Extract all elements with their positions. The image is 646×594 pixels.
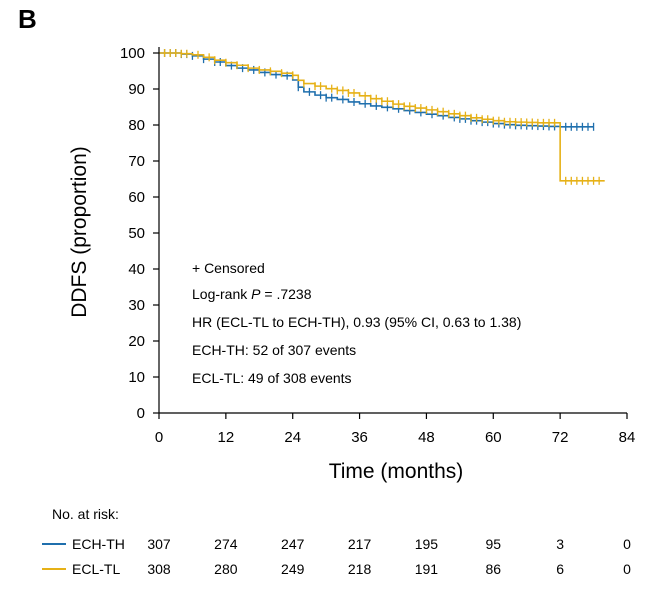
y-tick-label: 100 [120,45,145,62]
x-tick-label: 0 [155,429,163,446]
x-axis-title: Time (months) [329,460,464,483]
risk-row-label: ECL-TL [72,561,120,577]
y-tick-label: 50 [128,225,145,242]
series-ech-th [159,49,595,131]
hr-note: HR (ECL-TL to ECH-TH), 0.93 (95% CI, 0.6… [192,314,521,330]
risk-count: 191 [415,561,439,577]
y-tick-label: 20 [128,333,145,350]
x-tick-label: 84 [619,429,636,446]
risk-count: 195 [415,536,439,552]
risk-count: 308 [147,561,171,577]
y-tick-label: 60 [128,189,145,206]
panel-label: B [18,4,37,34]
y-tick-label: 70 [128,153,145,170]
y-axis: 0 10 20 30 40 50 60 70 80 90 100 [120,45,160,422]
risk-count: 217 [348,536,372,552]
series-ecl-tl [159,49,605,185]
risk-count: 247 [281,536,305,552]
logrank-value: = .7238 [261,286,312,302]
logrank-note: Log-rank P = .7238 [192,286,312,302]
logrank-prefix: Log-rank [192,286,251,302]
risk-count: 0 [623,561,631,577]
risk-count: 307 [147,536,171,552]
risk-count: 3 [556,536,564,552]
survival-line [159,52,594,128]
risk-row-ech-th: ECH-TH 307 274 247 217 195 95 3 0 [42,536,631,552]
risk-count: 274 [214,536,238,552]
x-tick-label: 72 [552,429,569,446]
y-tick-label: 30 [128,297,145,314]
risk-count: 95 [485,536,501,552]
risk-count: 218 [348,561,372,577]
x-tick-label: 60 [485,429,502,446]
x-axis: 0 12 24 36 48 60 72 84 [155,412,636,446]
logrank-p: P [251,286,261,302]
y-tick-label: 80 [128,117,145,134]
survival-line [159,52,605,182]
ecl-events-note: ECL-TL: 49 of 308 events [192,370,352,386]
x-tick-label: 48 [418,429,435,446]
risk-row-ecl-tl: ECL-TL 308 280 249 218 191 86 6 0 [42,561,631,577]
risk-table-title: No. at risk: [52,506,119,522]
plot-area [159,49,605,185]
risk-count: 249 [281,561,305,577]
y-tick-label: 90 [128,81,145,98]
x-tick-label: 12 [218,429,235,446]
y-axis-title: DDFS (proportion) [68,146,91,318]
risk-row-label: ECH-TH [72,536,125,552]
risk-count: 280 [214,561,238,577]
ech-events-note: ECH-TH: 52 of 307 events [192,342,356,358]
y-tick-label: 0 [137,405,145,422]
y-tick-label: 40 [128,261,145,278]
x-tick-label: 24 [284,429,301,446]
censored-note: + Censored [192,260,265,276]
x-tick-label: 36 [351,429,368,446]
risk-count: 86 [485,561,501,577]
y-tick-label: 10 [128,369,145,386]
risk-table: No. at risk: ECH-TH 307 274 247 217 195 95 3 0EC… [42,506,631,577]
risk-count: 6 [556,561,564,577]
annotations: + Censored Log-rank P = .7238 HR (ECL-TL… [192,260,521,386]
risk-count: 0 [623,536,631,552]
